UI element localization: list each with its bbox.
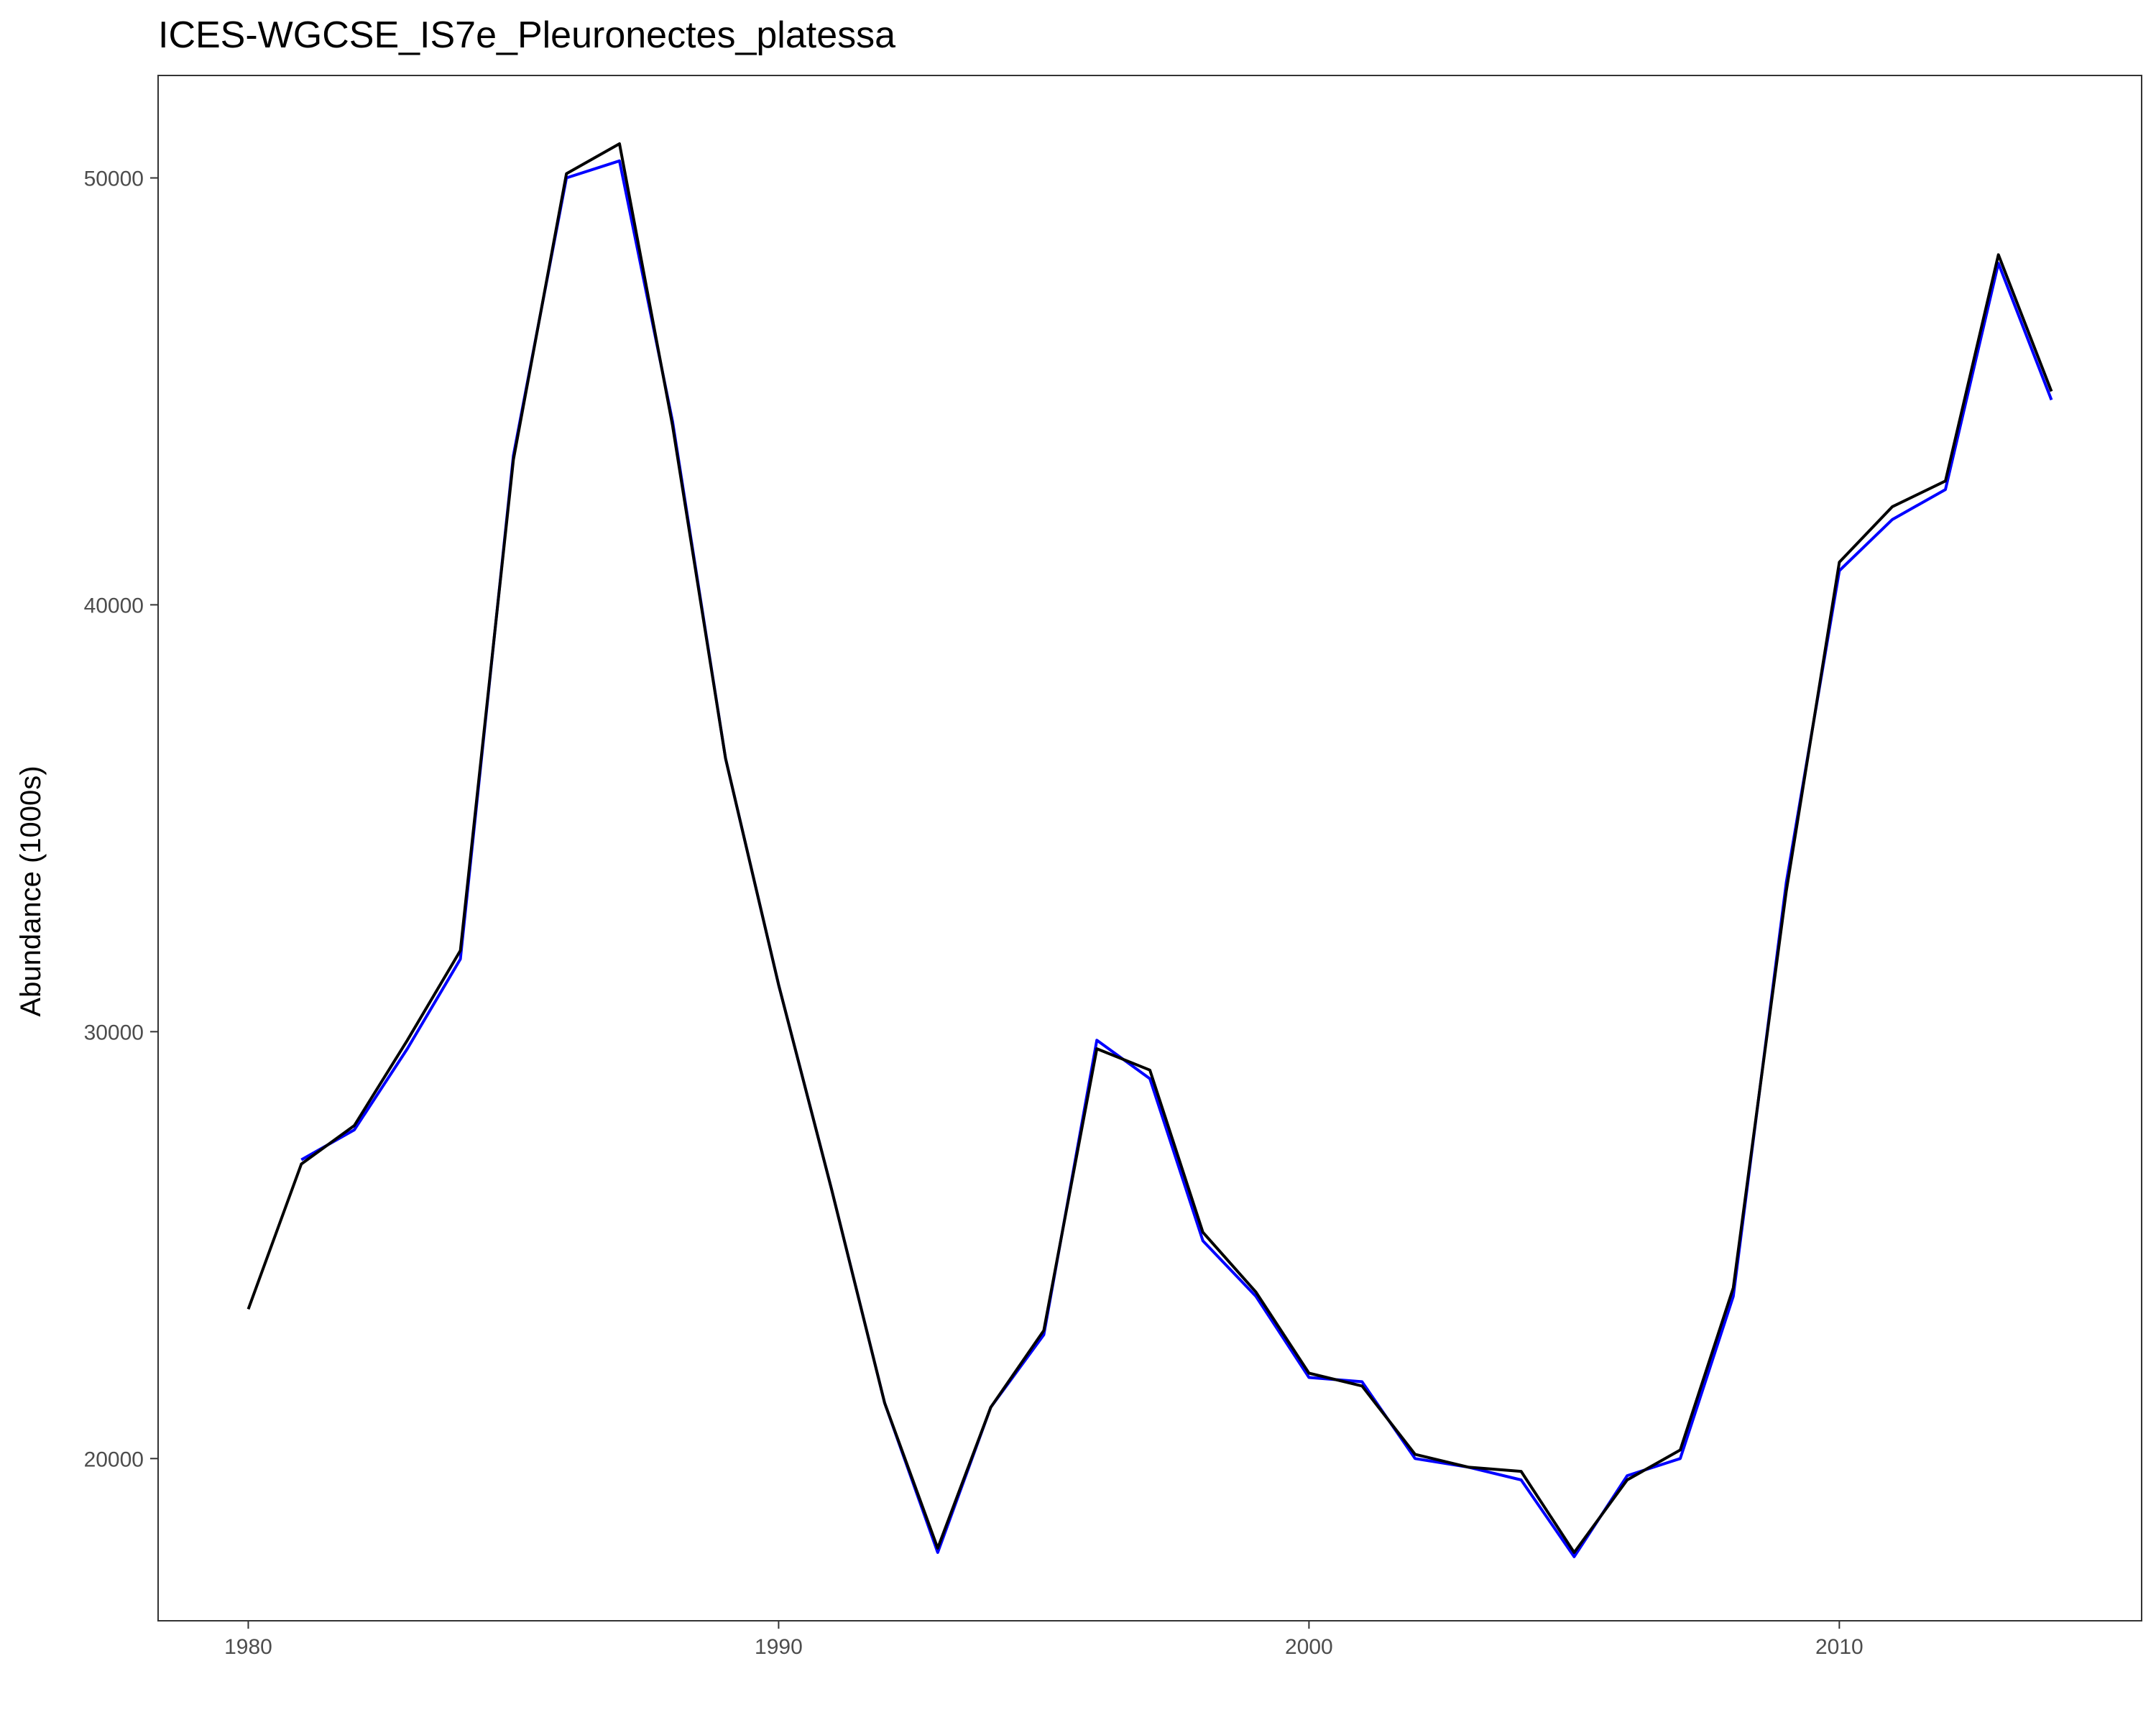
- y-tick-label: 20000: [84, 1448, 144, 1471]
- series-layer: [247, 142, 2053, 1558]
- y-axis: 20000 30000 40000 50000: [84, 167, 158, 1471]
- x-tick-label: 2000: [1285, 1635, 1333, 1659]
- y-axis-title: Abundance (1000s): [15, 765, 47, 1016]
- x-tick-label: 2010: [1815, 1635, 1864, 1659]
- series-line-2: [247, 142, 2053, 1554]
- y-tick-label: 30000: [84, 1021, 144, 1044]
- x-axis: 1980 1990 2000 2010: [224, 1621, 1864, 1659]
- y-tick-label: 40000: [84, 594, 144, 617]
- x-tick-label: 1990: [755, 1635, 803, 1659]
- x-tick-label: 1980: [224, 1635, 272, 1659]
- plot-panel: [157, 75, 2142, 1622]
- y-tick-label: 50000: [84, 167, 144, 191]
- chart-title: ICES-WGCSE_IS7e_Pleuronectes_platessa: [158, 14, 895, 56]
